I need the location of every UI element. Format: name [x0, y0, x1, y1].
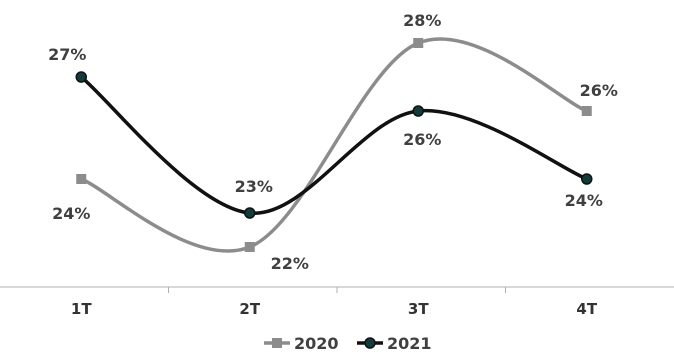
data-label-2021-4T: 24%	[565, 191, 603, 210]
x-tick-label-1T: 1T	[71, 300, 92, 318]
data-label-2021-2T: 23%	[235, 177, 273, 196]
point-2021-1T	[75, 71, 87, 83]
point-2020-3T	[413, 38, 424, 48]
data-label-2020-3T: 28%	[403, 11, 441, 30]
point-2020-2T	[244, 242, 255, 252]
point-2020-4T	[581, 106, 592, 116]
legend-marker-2021	[364, 337, 376, 349]
data-label-2020-1T: 24%	[52, 204, 90, 223]
series-line-2021	[79, 75, 589, 215]
data-label-2021-3T: 26%	[403, 130, 441, 149]
point-2020-1T	[76, 174, 87, 184]
x-tick-label-3T: 3T	[408, 300, 429, 318]
legend-marker-2020	[272, 338, 282, 348]
x-tick-label-2T: 2T	[239, 300, 260, 318]
x-tick-label-4T: 4T	[576, 300, 597, 318]
data-label-2020-2T: 22%	[271, 254, 309, 273]
data-label-2020-4T: 26%	[580, 81, 618, 100]
data-label-2021-1T: 27%	[48, 45, 86, 64]
legend-label-2021: 2021	[387, 334, 432, 353]
legend-label-2020: 2020	[294, 334, 339, 353]
series-line-2020	[79, 37, 589, 253]
point-2021-4T	[581, 173, 593, 185]
point-2021-3T	[412, 105, 424, 117]
point-2021-2T	[244, 207, 256, 219]
